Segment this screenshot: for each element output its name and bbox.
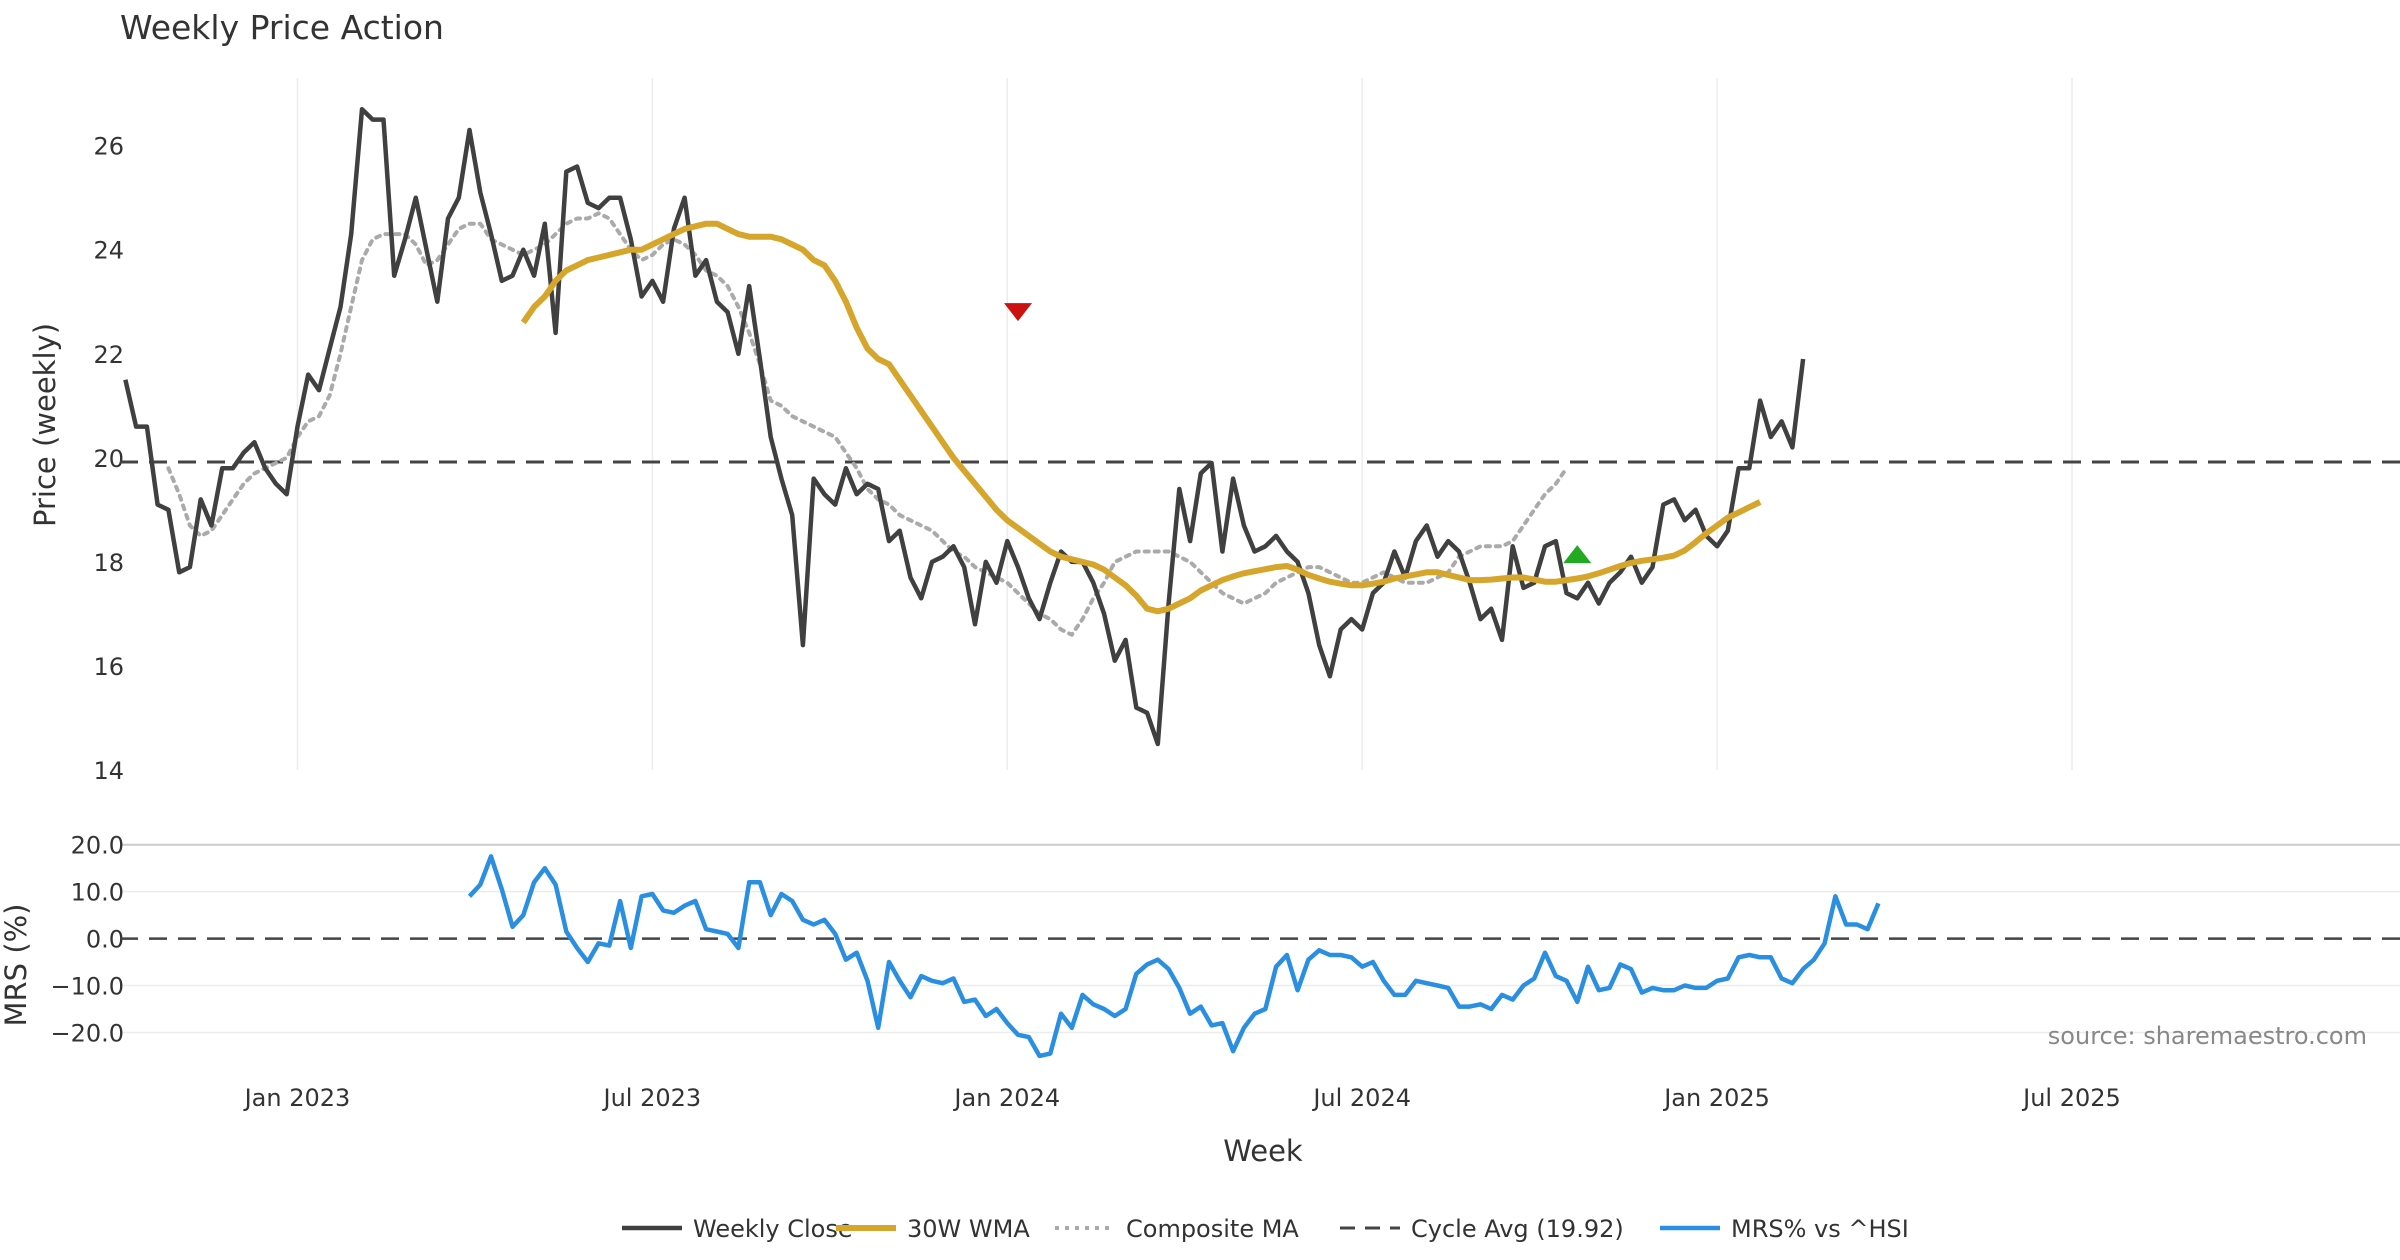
- mrs-grid: [120, 843, 2400, 1034]
- series-composite-ma: [166, 211, 1569, 637]
- price-series: [123, 106, 1806, 747]
- series-mrs: [467, 854, 1881, 1059]
- price-y-tick: 20: [93, 445, 124, 473]
- series-weekly-close: [123, 106, 1806, 747]
- legend: Weekly Close 30W WMA Composite MA Cycle Avg…: [622, 1215, 1909, 1243]
- sell-marker: [1004, 303, 1033, 322]
- mrs-y-tick: 0.0: [86, 926, 124, 954]
- mrs-y-tick: 10.0: [71, 879, 124, 907]
- buy-marker: [1563, 545, 1592, 564]
- x-tick-label: Jul 2024: [1311, 1084, 1411, 1112]
- price-y-ticks: 14 16 18 20 22 24 26: [93, 133, 124, 785]
- x-tick-label: Jul 2025: [2021, 1084, 2121, 1112]
- price-y-tick: 14: [93, 757, 124, 785]
- signal-markers: [1004, 303, 1592, 564]
- x-tick-label: Jan 2023: [243, 1084, 351, 1112]
- mrs-y-ticks: −20.0 −10.0 0.0 10.0 20.0: [50, 832, 124, 1048]
- x-tick-label: Jan 2025: [1662, 1084, 1770, 1112]
- price-y-tick: 24: [93, 237, 124, 265]
- mrs-y-axis-label: MRS (%): [0, 904, 33, 1027]
- x-ticks: Jan 2023 Jul 2023 Jan 2024 Jul 2024 Jan 2025…: [243, 1084, 2121, 1112]
- price-y-tick: 18: [93, 549, 124, 577]
- series-30w-wma: [520, 220, 1762, 615]
- mrs-y-tick: −10.0: [50, 973, 124, 1001]
- legend-label: 30W WMA: [907, 1215, 1030, 1243]
- mrs-y-tick: 20.0: [71, 832, 124, 860]
- chart-title: Weekly Price Action: [120, 8, 444, 47]
- legend-label: MRS% vs ^HSI: [1731, 1215, 1909, 1243]
- x-tick-label: Jan 2024: [952, 1084, 1060, 1112]
- price-y-tick: 16: [93, 653, 124, 681]
- source-note: source: sharemaestro.com: [2048, 1022, 2367, 1050]
- mrs-y-tick: −20.0: [50, 1019, 124, 1047]
- x-tick-label: Jul 2023: [602, 1084, 702, 1112]
- price-grid: [296, 78, 2073, 770]
- price-y-tick: 26: [93, 133, 124, 161]
- price-y-tick: 22: [93, 341, 124, 369]
- price-y-axis-label: Price (weekly): [28, 323, 62, 527]
- legend-label: Cycle Avg (19.92): [1411, 1215, 1624, 1243]
- x-axis-label: Week: [1223, 1134, 1303, 1168]
- legend-label: Weekly Close: [693, 1215, 853, 1243]
- mrs-series: [467, 854, 1881, 1059]
- legend-label: Composite MA: [1126, 1215, 1299, 1243]
